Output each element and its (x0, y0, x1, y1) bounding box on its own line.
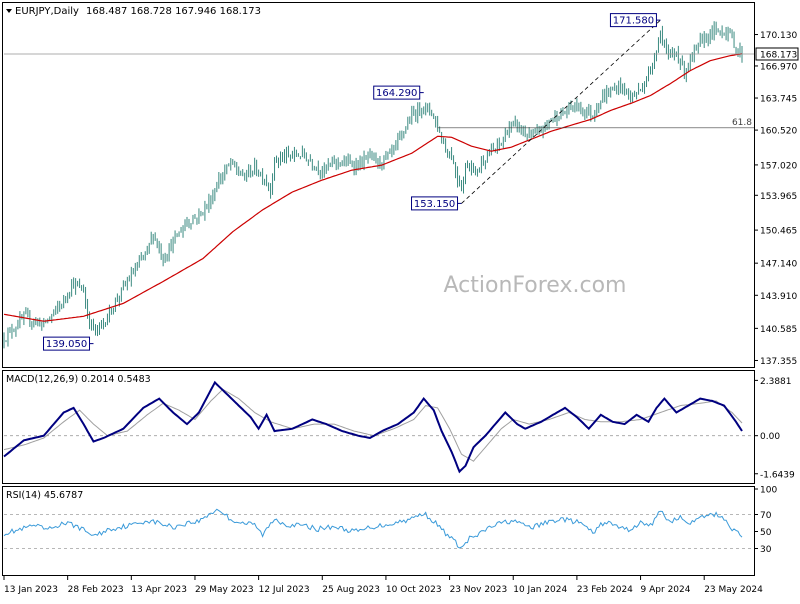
y-tick-label: 137.355 (760, 357, 797, 367)
rsi-line (3, 508, 743, 549)
last-price-label: 168.173 (760, 50, 797, 60)
x-tick-label: 29 May 2023 (195, 585, 254, 595)
x-tick-label: 13 Apr 2023 (131, 585, 187, 595)
x-tick-label: 9 Apr 2024 (641, 585, 691, 595)
trend-line (461, 19, 661, 204)
y-tick-label: 160.520 (760, 127, 797, 137)
macd-title: MACD(12,26,9) 0.2014 0.5483 (6, 374, 151, 385)
macd-macd-line (3, 380, 743, 474)
annotation-box (373, 85, 421, 100)
grid-layer (4, 435, 754, 549)
y-tick-label: 150.465 (760, 227, 797, 237)
y-tick-label: 170.130 (760, 31, 797, 41)
x-tick-label: 10 Jan 2024 (513, 585, 567, 595)
x-tick-label: 25 Aug 2023 (322, 585, 380, 595)
annotation-label: 139.050 (46, 339, 87, 350)
y-tick-label: 157.020 (760, 161, 797, 171)
rsi-title: RSI(14) 45.6787 (6, 490, 83, 501)
y-tick-label: 147.140 (760, 260, 797, 270)
price-panel-frame (2, 2, 755, 368)
y-tick-label: 143.910 (760, 292, 797, 302)
x-tick-label: 23 Feb 2024 (577, 585, 633, 595)
x-tick-label: 10 Oct 2023 (386, 585, 442, 595)
y-tick-label: 163.745 (760, 95, 797, 105)
dropdown-triangle-icon (6, 9, 12, 13)
y-tick-label: 153.965 (760, 192, 797, 202)
fib-level-label: 61.8 (732, 118, 752, 128)
chart-ohlc-values: 168.487 168.728 167.946 168.173 (86, 6, 261, 17)
watermark-text: ActionForex.com (444, 273, 627, 298)
x-tick-label: 28 Feb 2023 (68, 585, 124, 595)
y-tick-label: 140.585 (760, 325, 797, 335)
last-price-box (755, 47, 799, 61)
macd-signal-line (3, 388, 743, 462)
rsi-tick-label: 70 (760, 511, 772, 521)
x-tick-label: 13 Jan 2023 (4, 585, 58, 595)
overlay-layer: 61.8 171.580 164.290 153.150 139.050 (3, 13, 754, 549)
chart-symbol-title: EURJPY,Daily (15, 6, 79, 17)
annotation-box (43, 336, 91, 351)
annotation-box (411, 196, 459, 211)
rsi-tick-label: 50 (760, 528, 772, 538)
annotation-label: 171.580 (613, 16, 654, 27)
y-tick-label: 166.970 (760, 62, 797, 72)
moving-average-line (3, 53, 743, 322)
macd-tick-label: 2.3881 (760, 377, 792, 387)
axes-layer: 170.130 166.970 163.745 160.520 157.020 153.9… (3, 31, 799, 595)
annotation-box (609, 13, 657, 28)
macd-panel-frame (2, 370, 755, 484)
annotation-label: 164.290 (376, 88, 417, 99)
macd-tick-label: -1.6439 (760, 470, 795, 480)
price-bars-layer (3, 21, 743, 349)
rsi-tick-label: 100 (760, 486, 777, 496)
macd-tick-label: 0.00 (760, 432, 780, 442)
x-tick-label: 23 May 2024 (704, 585, 763, 595)
x-tick-label: 12 Jul 2023 (259, 585, 310, 595)
annotation-label: 153.150 (414, 199, 455, 210)
x-tick-label: 23 Nov 2023 (450, 585, 508, 595)
rsi-tick-label: 30 (760, 545, 772, 555)
